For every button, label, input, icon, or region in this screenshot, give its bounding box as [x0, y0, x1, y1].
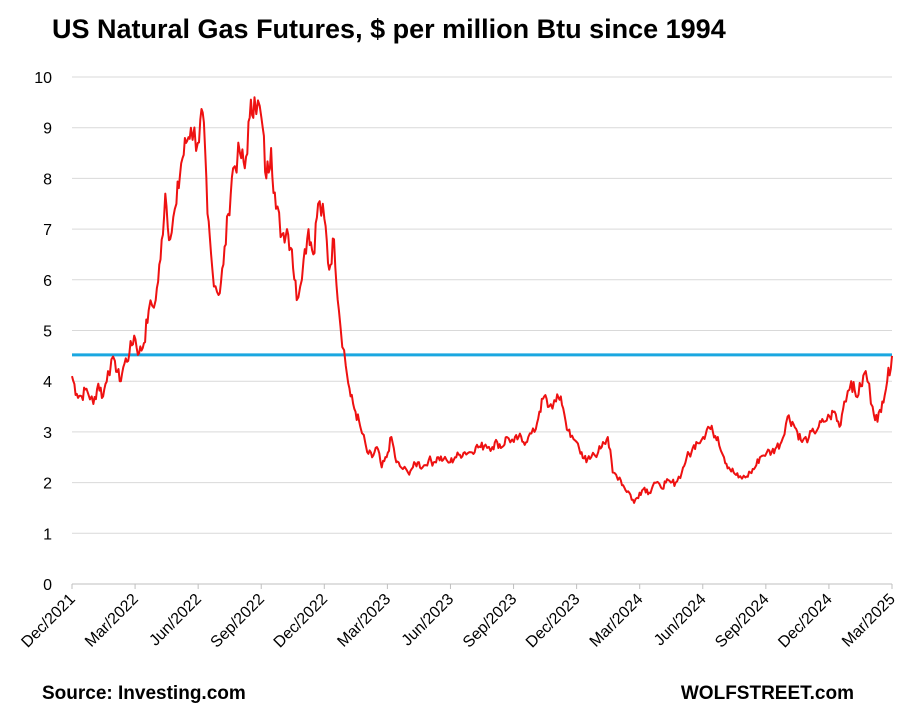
- y-tick-label: 0: [43, 577, 52, 594]
- brand-label: WOLFSTREET.com: [680, 683, 854, 704]
- x-tick-label: Dec/2022: [271, 591, 332, 652]
- y-tick-label: 8: [43, 171, 52, 188]
- x-tick-label: Mar/2023: [334, 591, 394, 651]
- y-tick-label: 10: [34, 70, 52, 87]
- y-tick-label: 3: [43, 425, 52, 442]
- x-tick-label: Jun/2024: [651, 591, 710, 650]
- y-tick-label: 5: [43, 324, 52, 341]
- x-tick-label: Jun/2023: [399, 591, 458, 650]
- y-tick-label: 9: [43, 121, 52, 138]
- x-tick-label: Sep/2022: [208, 591, 269, 652]
- x-tick-label: Dec/2024: [775, 591, 836, 652]
- x-tick-label: Jun/2022: [146, 591, 205, 650]
- x-tick-label: Dec/2021: [18, 591, 79, 652]
- x-axis-ticks: Dec/2021 Mar/2022 Jun/2022 Sep/2022 Dec/2022…: [18, 584, 899, 651]
- y-tick-label: 4: [43, 374, 52, 391]
- y-tick-label: 1: [43, 526, 52, 543]
- x-tick-label: Sep/2024: [712, 591, 773, 652]
- source-label: Source: Investing.com: [42, 683, 246, 704]
- x-tick-label: Mar/2022: [82, 591, 142, 651]
- x-tick-label: Mar/2025: [839, 591, 899, 651]
- x-tick-label: Dec/2023: [523, 591, 584, 652]
- x-tick-label: Sep/2023: [460, 591, 521, 652]
- y-tick-label: 2: [43, 476, 52, 493]
- gridlines: [72, 76, 892, 534]
- chart-title: US Natural Gas Futures, $ per million Bt…: [52, 14, 726, 44]
- y-axis-ticks: 0 1 2 3 4 5 6 7 8 9 10: [34, 70, 52, 594]
- y-tick-label: 6: [43, 273, 52, 290]
- x-tick-label: Mar/2024: [587, 591, 647, 651]
- y-tick-label: 7: [43, 222, 52, 239]
- series-line: [71, 96, 893, 504]
